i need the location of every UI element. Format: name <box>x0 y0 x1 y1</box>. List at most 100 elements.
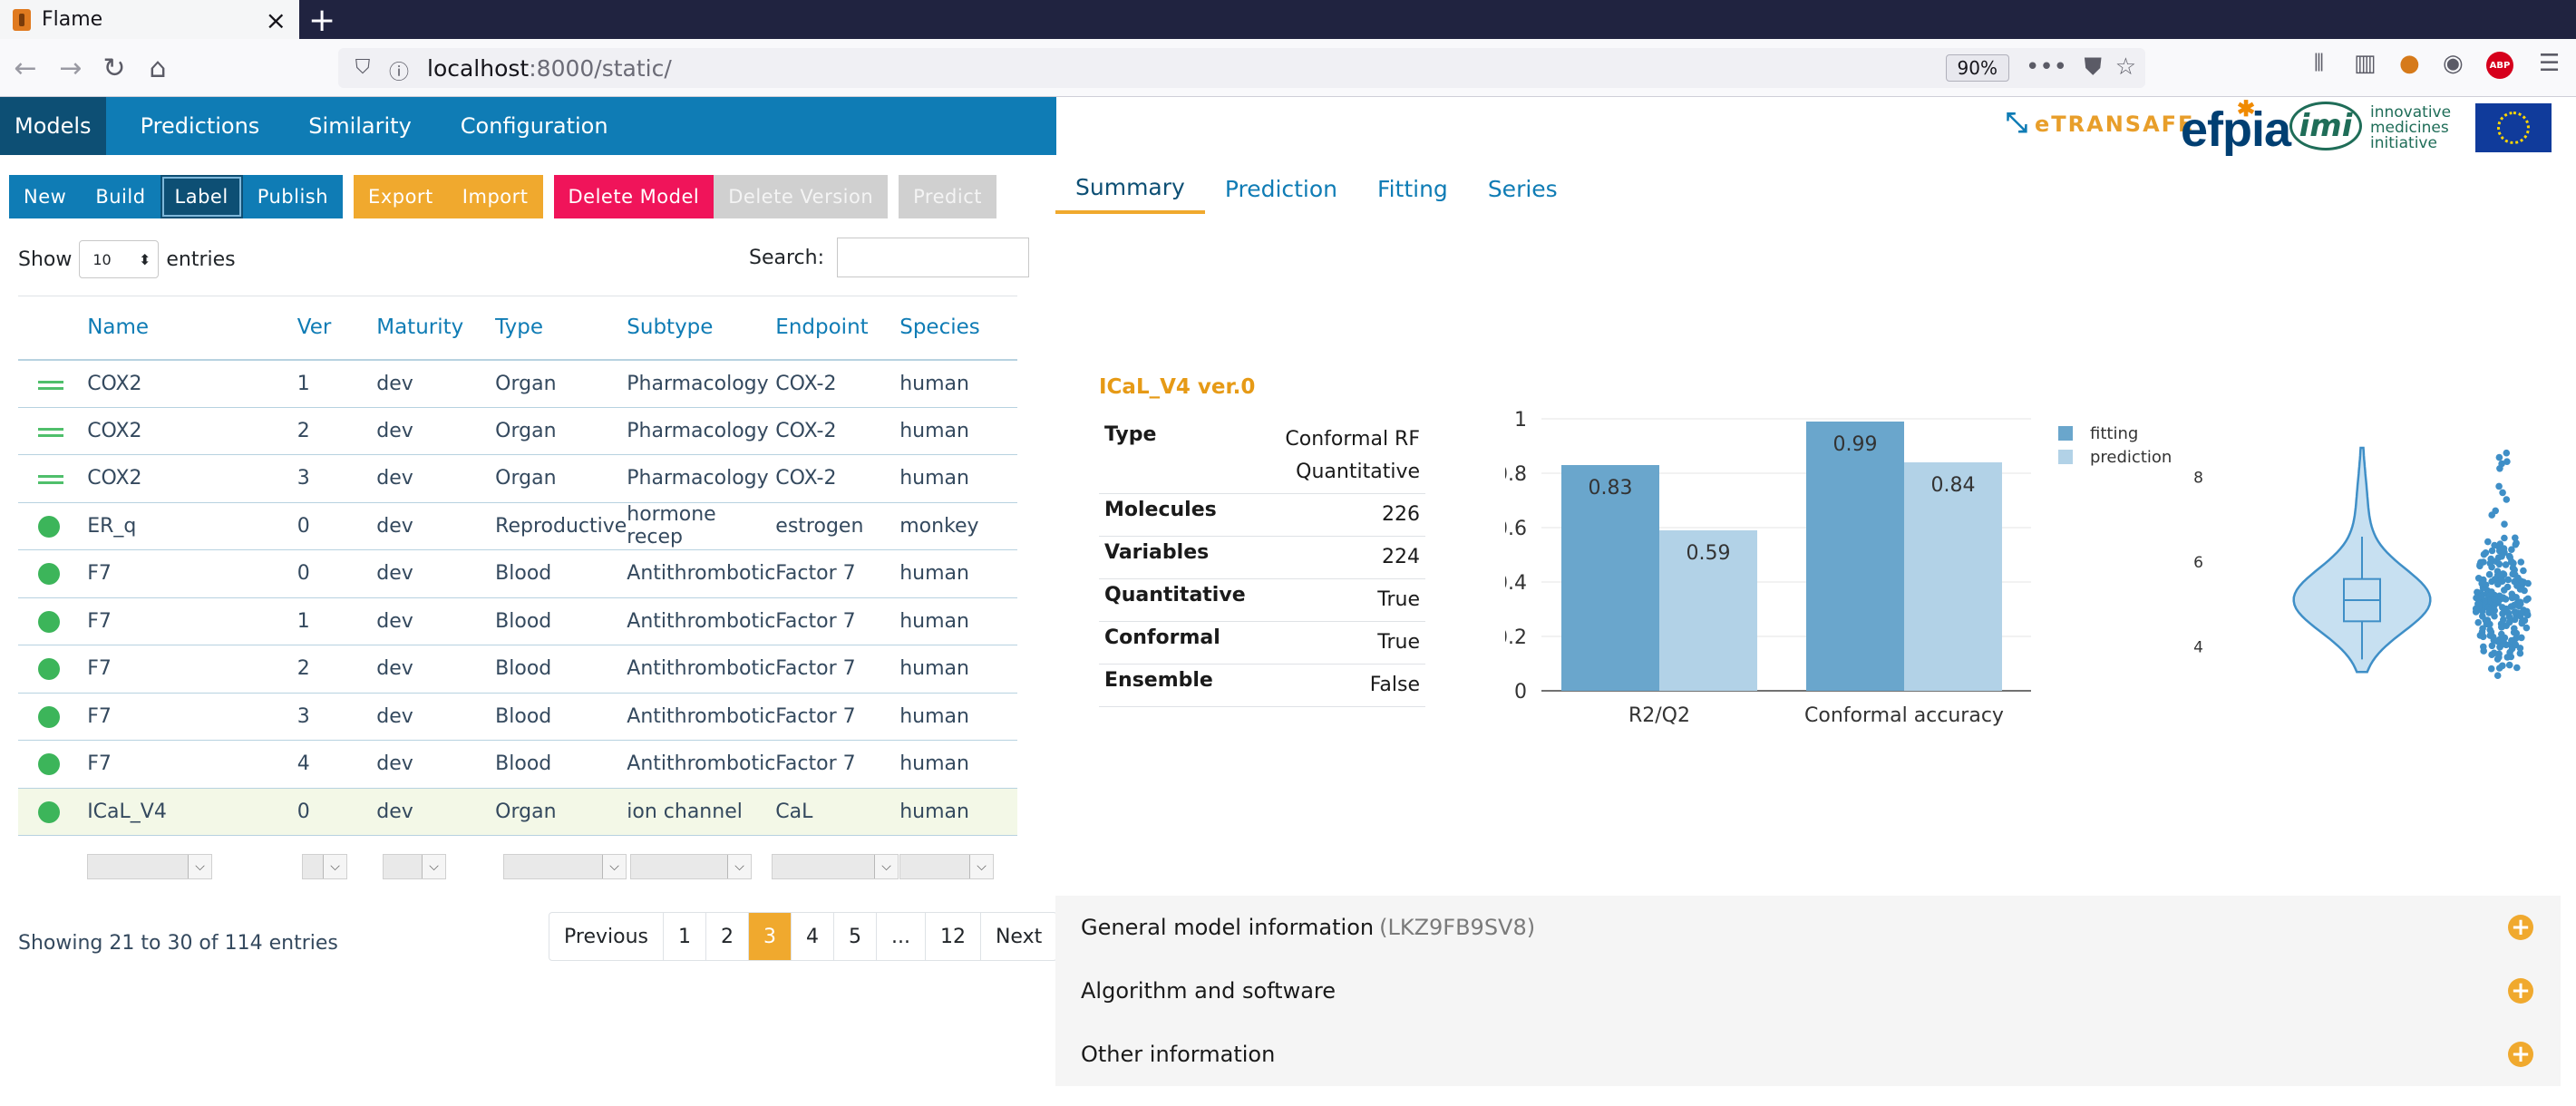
shield-icon[interactable]: ⛉ <box>355 56 371 79</box>
nav-similarity[interactable]: Similarity <box>308 113 412 139</box>
swarm-point <box>2498 630 2505 638</box>
table-row[interactable]: F7 0 dev Blood Antithrombotic Factor 7 human <box>18 549 1017 598</box>
species-filter-select[interactable]: ⌵ <box>899 854 994 879</box>
table-row[interactable]: ER_q 0 dev Reproductive hormone recep estroge… <box>18 502 1017 550</box>
page-button[interactable]: 2 <box>705 913 748 960</box>
page-button[interactable]: 3 <box>747 913 791 960</box>
subtype-column-header[interactable]: Subtype <box>627 296 776 361</box>
import-button[interactable]: Import <box>447 175 543 218</box>
species-cell: human <box>899 597 1017 645</box>
accordion-item[interactable]: Other information + <box>1055 1023 2561 1086</box>
swarm-point <box>2517 558 2525 566</box>
y-tick-label: 8 <box>2193 470 2203 488</box>
table-row[interactable]: COX2 1 dev Organ Pharmacology COX-2 human <box>18 359 1017 408</box>
endpoint-filter-select[interactable]: ⌵ <box>772 854 899 879</box>
subtype-filter-select[interactable]: ⌵ <box>630 854 752 879</box>
delete-version-button[interactable]: Delete Version <box>714 175 889 218</box>
page-button[interactable]: 1 <box>662 913 705 960</box>
pocket-icon[interactable]: ⛊ <box>2084 53 2102 81</box>
page-button[interactable]: 5 <box>832 913 876 960</box>
predict-button[interactable]: Predict <box>899 175 996 218</box>
maturity-filter-select[interactable]: ⌵ <box>383 854 446 879</box>
swarm-point <box>2491 612 2498 620</box>
home-icon[interactable]: ⌂ <box>149 52 167 84</box>
ver-filter-select[interactable]: ⌵ <box>302 854 347 879</box>
expand-plus-icon[interactable]: + <box>2508 915 2533 940</box>
table-row[interactable]: F7 1 dev Blood Antithrombotic Factor 7 human <box>18 597 1017 645</box>
legend-label[interactable]: prediction <box>2090 448 2172 467</box>
maturity-column-header[interactable]: Maturity <box>376 296 496 361</box>
summary-value: 224 <box>1265 536 1425 579</box>
entries-label: entries <box>166 247 236 271</box>
entries-select[interactable]: 10 ⬍ <box>79 240 160 278</box>
page-button[interactable]: 12 <box>924 913 980 960</box>
forward-arrow-icon[interactable]: → <box>59 52 83 84</box>
expand-plus-icon[interactable]: + <box>2508 978 2533 1004</box>
table-row[interactable]: F7 2 dev Blood Antithrombotic Factor 7 human <box>18 645 1017 694</box>
bookmark-star-icon[interactable]: ☆ <box>2114 53 2136 81</box>
endpoint-cell: COX-2 <box>775 407 900 455</box>
table-row[interactable]: F7 3 dev Blood Antithrombotic Factor 7 human <box>18 693 1017 741</box>
reload-icon[interactable]: ↻ <box>102 52 126 84</box>
new-tab-icon[interactable]: + <box>308 2 336 39</box>
adblock-icon[interactable]: ABP <box>2486 52 2513 79</box>
library-icon[interactable]: ⫴ <box>2314 50 2324 77</box>
tab-summary[interactable]: Summary <box>1055 163 1205 214</box>
accordion-item[interactable]: General model information (LKZ9FB9SV8) + <box>1055 896 2561 959</box>
type-cell: Blood <box>495 740 627 789</box>
sidebar-icon[interactable]: ▥ <box>2354 50 2377 77</box>
swarm-point <box>2501 534 2508 542</box>
search-input[interactable] <box>837 238 1029 277</box>
legend-label[interactable]: fitting <box>2090 424 2138 443</box>
table-row[interactable]: F7 4 dev Blood Antithrombotic Factor 7 human <box>18 740 1017 789</box>
accordion-item[interactable]: Algorithm and software + <box>1055 959 2561 1023</box>
build-button[interactable]: Build <box>81 175 160 218</box>
export-button[interactable]: Export <box>354 175 448 218</box>
name-filter-select[interactable]: ⌵ <box>87 854 212 879</box>
bar-prediction[interactable] <box>1904 462 2002 691</box>
zoom-level[interactable]: 90% <box>1945 54 2009 82</box>
nav-configuration[interactable]: Configuration <box>460 113 608 139</box>
chevron-down-icon: ⌵ <box>727 855 751 878</box>
swarm-point <box>2494 580 2502 588</box>
ver-column-header[interactable]: Ver <box>296 296 377 361</box>
page-button[interactable]: 4 <box>790 913 833 960</box>
entries-length-control: Show 10 ⬍ entries <box>18 240 236 278</box>
url-bar[interactable]: ⛉ ⓘ localhost:8000/static/ 90% ••• ⛊ ☆ <box>338 48 2145 88</box>
nav-models[interactable]: Models <box>0 97 106 155</box>
endpoint-column-header[interactable]: Endpoint <box>775 296 900 361</box>
tab-prediction[interactable]: Prediction <box>1224 175 1338 202</box>
equals-status-icon <box>38 380 63 390</box>
name-cell: ER_q <box>87 502 297 550</box>
browser-tab[interactable]: Flame × <box>0 0 299 39</box>
account-icon[interactable]: ◉ <box>2443 50 2464 77</box>
species-column-header[interactable]: Species <box>899 296 1017 361</box>
name-column-header[interactable]: Name <box>87 296 297 361</box>
delete-model-button[interactable]: Delete Model <box>553 175 714 218</box>
nav-predictions[interactable]: Predictions <box>140 113 260 139</box>
swarm-point <box>2500 616 2507 624</box>
info-icon[interactable]: ⓘ <box>388 62 409 84</box>
label-button[interactable]: Label <box>160 175 243 218</box>
bar-prediction[interactable] <box>1659 530 1757 691</box>
new-button[interactable]: New <box>9 175 82 218</box>
menu-icon[interactable]: ☰ <box>2539 50 2561 77</box>
type-filter-select[interactable]: ⌵ <box>503 854 627 879</box>
table-row[interactable]: COX2 2 dev Organ Pharmacology COX-2 human <box>18 407 1017 455</box>
tab-series[interactable]: Series <box>1487 175 1558 202</box>
more-actions-icon[interactable]: ••• <box>2025 53 2067 81</box>
type-column-header[interactable]: Type <box>495 296 627 361</box>
close-tab-icon[interactable]: × <box>265 5 287 35</box>
table-row[interactable]: COX2 3 dev Organ Pharmacology COX-2 human <box>18 454 1017 503</box>
bar-fitting[interactable] <box>1806 422 1904 691</box>
bar-fitting[interactable] <box>1561 465 1659 691</box>
back-arrow-icon[interactable]: ← <box>14 52 37 84</box>
swarm-point <box>2487 665 2495 673</box>
extension-icon[interactable]: ● <box>2399 50 2420 77</box>
table-row[interactable]: ICaL_V4 0 dev Organ ion channel CaL human <box>18 788 1017 836</box>
expand-plus-icon[interactable]: + <box>2508 1042 2533 1067</box>
previous-page-button[interactable]: Previous <box>564 925 648 948</box>
tab-fitting[interactable]: Fitting <box>1377 175 1448 202</box>
next-page-button[interactable]: Next <box>979 913 1056 960</box>
publish-button[interactable]: Publish <box>242 175 344 218</box>
